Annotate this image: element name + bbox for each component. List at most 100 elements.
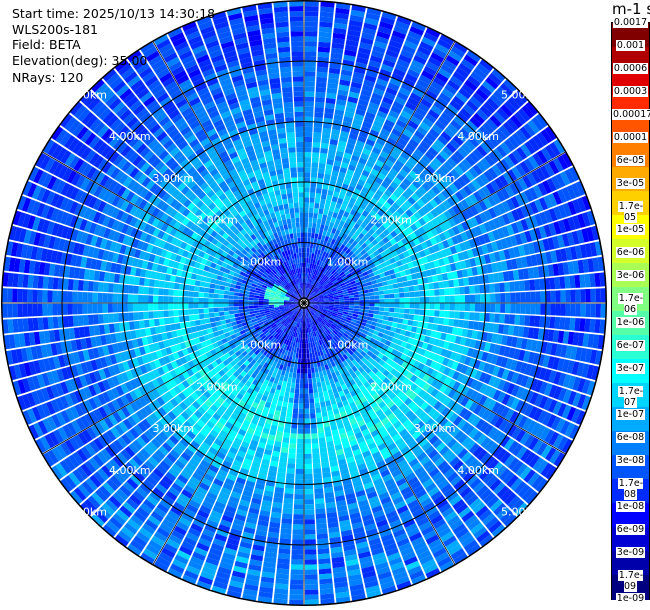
- beta-cell: [352, 313, 359, 318]
- beta-cell: [313, 306, 319, 310]
- beta-cell: [384, 119, 395, 128]
- beta-cell: [507, 325, 515, 336]
- beta-cell: [314, 202, 320, 209]
- beta-cell: [308, 273, 311, 279]
- beta-cell: [404, 269, 411, 276]
- beta-cell: [315, 281, 319, 287]
- beta-cell: [345, 206, 352, 214]
- beta-cell: [305, 267, 308, 273]
- beta-cell: [322, 309, 328, 312]
- beta-cell: [316, 523, 327, 530]
- beta-cell: [363, 309, 370, 313]
- beta-cell: [515, 386, 525, 399]
- beta-cell: [312, 248, 316, 254]
- beta-cell: [479, 212, 488, 223]
- beta-cell: [586, 380, 596, 396]
- beta-cell: [313, 287, 318, 292]
- beta-cell: [422, 136, 434, 147]
- beta-cell: [437, 355, 445, 364]
- beta-cell: [393, 235, 401, 243]
- beta-cell: [315, 244, 320, 250]
- beta-cell: [503, 346, 511, 358]
- beta-cell: [482, 362, 491, 373]
- beta-cell: [316, 81, 327, 88]
- beta-cell: [399, 303, 405, 308]
- beta-cell: [424, 309, 430, 316]
- beta-cell: [304, 126, 313, 133]
- beta-cell: [429, 310, 435, 317]
- beta-cell: [313, 127, 322, 133]
- beta-cell: [464, 196, 474, 207]
- beta-cell: [304, 21, 318, 27]
- beta-cell: [509, 314, 516, 325]
- beta-cell: [393, 210, 401, 219]
- beta-cell: [317, 293, 323, 297]
- beta-cell: [444, 303, 450, 311]
- beta-cell: [359, 174, 368, 182]
- beta-cell: [524, 315, 531, 326]
- beta-cell: [452, 95, 465, 107]
- beta-cell: [414, 220, 422, 229]
- beta-cell: [280, 385, 286, 392]
- beta-cell: [320, 280, 326, 286]
- beta-cell: [420, 241, 428, 250]
- beta-cell: [515, 220, 524, 233]
- beta-cell: [585, 303, 591, 318]
- beta-cell: [364, 306, 370, 310]
- beta-cell: [476, 63, 491, 76]
- beta-cell: [402, 250, 410, 258]
- beta-cell: [321, 235, 326, 241]
- beta-cell: [309, 284, 313, 290]
- beta-cell: [385, 159, 394, 168]
- beta-cell: [391, 128, 402, 138]
- beta-cell: [361, 318, 368, 323]
- beta-cell: [440, 112, 453, 123]
- beta-cell: [498, 272, 505, 282]
- beta-cell: [443, 280, 450, 288]
- beta-cell: [462, 346, 470, 356]
- beta-cell: [404, 303, 410, 309]
- beta-cell: [443, 318, 450, 326]
- beta-cell: [320, 147, 328, 154]
- beta-cell: [530, 254, 538, 267]
- beta-cell: [586, 227, 595, 242]
- beta-cell: [408, 138, 419, 148]
- beta-cell: [397, 318, 404, 324]
- beta-cell: [520, 388, 530, 401]
- beta-cell: [306, 278, 308, 284]
- beta-cell: [452, 204, 461, 215]
- beta-cell: [360, 221, 368, 229]
- beta-cell: [441, 273, 449, 281]
- beta-cell: [433, 282, 440, 289]
- beta-cell: [315, 228, 320, 234]
- beta-cell: [452, 135, 464, 146]
- beta-cell: [361, 283, 368, 288]
- beta-cell: [324, 395, 330, 402]
- beta-cell: [318, 260, 323, 267]
- beta-cell: [528, 138, 540, 152]
- beta-cell: [453, 150, 465, 162]
- beta-cell: [350, 9, 365, 18]
- beta-cell: [323, 308, 329, 311]
- beta-cell: [424, 150, 435, 161]
- beta-cell: [534, 227, 542, 240]
- beta-cell: [306, 252, 310, 258]
- beta-cell: [549, 316, 556, 329]
- beta-cell: [517, 326, 525, 337]
- beta-cell: [313, 304, 319, 306]
- beta-cell: [370, 151, 379, 160]
- beta-cell: [401, 237, 409, 245]
- beta-cell: [354, 200, 362, 207]
- beta-cell: [394, 227, 402, 235]
- beta-cell: [392, 146, 403, 155]
- beta-cell: [514, 361, 523, 373]
- beta-cell: [379, 150, 390, 159]
- beta-cell: [290, 569, 304, 575]
- beta-cell: [316, 518, 327, 525]
- beta-cell: [383, 311, 390, 317]
- beta-cell: [461, 158, 472, 170]
- beta-cell: [313, 297, 319, 300]
- beta-cell: [552, 263, 560, 276]
- beta-cell: [430, 81, 444, 92]
- beta-cell: [571, 230, 580, 245]
